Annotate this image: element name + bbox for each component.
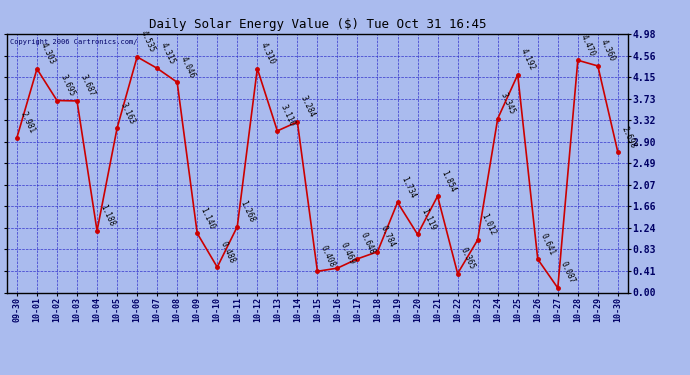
Text: Copyright 2006 Cartronics.com/: Copyright 2006 Cartronics.com/	[10, 39, 137, 45]
Text: 0.408: 0.408	[319, 244, 337, 268]
Text: 3.345: 3.345	[499, 91, 517, 116]
Text: 2.981: 2.981	[19, 110, 37, 135]
Text: 4.192: 4.192	[519, 47, 537, 72]
Text: 1.854: 1.854	[439, 169, 457, 194]
Text: 0.087: 0.087	[559, 261, 577, 285]
Text: 3.284: 3.284	[299, 94, 317, 119]
Text: 3.163: 3.163	[119, 100, 137, 125]
Text: 0.784: 0.784	[379, 224, 397, 249]
Text: 0.488: 0.488	[219, 240, 237, 264]
Text: 4.046: 4.046	[179, 55, 197, 80]
Text: 1.012: 1.012	[479, 212, 497, 237]
Text: 3.110: 3.110	[279, 104, 297, 128]
Text: 4.535: 4.535	[139, 29, 157, 54]
Title: Daily Solar Energy Value ($) Tue Oct 31 16:45: Daily Solar Energy Value ($) Tue Oct 31 …	[148, 18, 486, 31]
Text: 4.315: 4.315	[159, 41, 177, 66]
Text: 1.119: 1.119	[419, 207, 437, 232]
Text: 4.360: 4.360	[599, 38, 617, 63]
Text: 1.140: 1.140	[199, 206, 217, 231]
Text: 0.641: 0.641	[539, 232, 557, 256]
Text: 1.734: 1.734	[399, 175, 417, 200]
Text: 0.365: 0.365	[459, 246, 477, 271]
Text: 4.470: 4.470	[579, 33, 597, 57]
Text: 4.303: 4.303	[39, 41, 57, 66]
Text: 0.648: 0.648	[359, 231, 377, 256]
Text: 3.687: 3.687	[79, 74, 97, 98]
Text: 0.469: 0.469	[339, 241, 357, 266]
Text: 1.268: 1.268	[239, 199, 257, 224]
Text: 1.188: 1.188	[99, 203, 117, 228]
Text: 2.698: 2.698	[619, 125, 637, 150]
Text: 3.695: 3.695	[59, 73, 77, 98]
Text: 4.310: 4.310	[259, 41, 277, 66]
